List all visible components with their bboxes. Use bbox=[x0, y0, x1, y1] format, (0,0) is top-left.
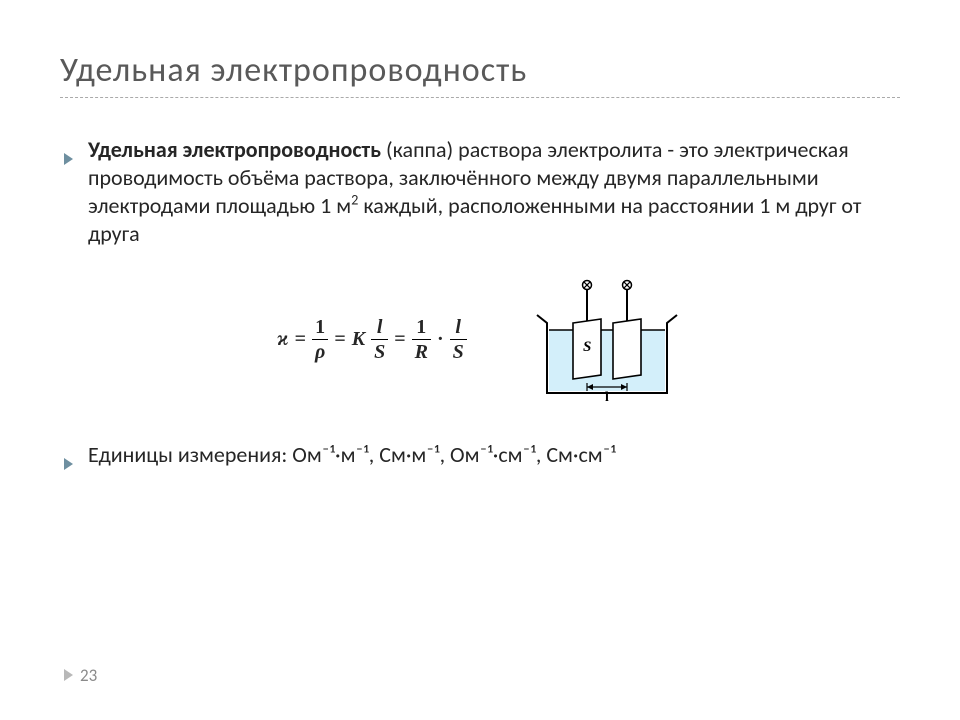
para1-lead: Удельная электропроводность bbox=[88, 136, 381, 163]
slide-body: Удельная электропроводность (каппа) раст… bbox=[60, 106, 900, 477]
formula-eq2: = bbox=[334, 327, 345, 353]
frac-den-R: R bbox=[412, 342, 431, 362]
formula-dot: · bbox=[437, 327, 444, 353]
bullet-1: Удельная электропроводность (каппа) раст… bbox=[64, 136, 900, 249]
diagram-label-l: l bbox=[605, 390, 609, 405]
bullet-marker-icon bbox=[64, 449, 74, 477]
formula-K: K bbox=[352, 327, 365, 353]
diagram-label-S: S bbox=[583, 339, 591, 355]
frac-num-l2: l bbox=[452, 317, 464, 337]
electrolytic-cell-diagram: S l bbox=[527, 275, 687, 405]
frac-1-over-rho: 1 ρ bbox=[312, 317, 328, 362]
page-number-value: 23 bbox=[80, 665, 97, 686]
bullet-1-text: Удельная электропроводность (каппа) раст… bbox=[88, 136, 900, 249]
page-number: 23 bbox=[64, 665, 97, 686]
formula-eq3: = bbox=[394, 327, 405, 353]
formula: ϰ = 1 ρ = K l S = 1 R bbox=[277, 317, 466, 362]
bullet-marker-icon bbox=[64, 144, 74, 172]
page-number-icon bbox=[64, 665, 74, 686]
formula-kappa: ϰ bbox=[277, 327, 288, 353]
bullet-2: Единицы измерения: Ом⁻¹·м⁻¹, См·м⁻¹, Ом⁻… bbox=[64, 441, 900, 477]
frac-l-over-S-2: l S bbox=[450, 317, 467, 362]
slide: Удельная электропроводность Удельная эле… bbox=[0, 0, 960, 720]
frac-den-S1: S bbox=[371, 342, 388, 362]
title-block: Удельная электропроводность bbox=[60, 50, 900, 98]
frac-num-1b: 1 bbox=[413, 317, 429, 337]
formula-eq1: = bbox=[295, 327, 306, 353]
frac-1-over-R: 1 R bbox=[412, 317, 431, 362]
frac-num-l1: l bbox=[374, 317, 386, 337]
figure-row: ϰ = 1 ρ = K l S = 1 R bbox=[64, 275, 900, 405]
frac-l-over-S-1: l S bbox=[371, 317, 388, 362]
bullet-2-text: Единицы измерения: Ом⁻¹·м⁻¹, См·м⁻¹, Ом⁻… bbox=[88, 441, 900, 469]
slide-title: Удельная электропроводность bbox=[60, 50, 900, 91]
frac-den-S2: S bbox=[450, 342, 467, 362]
title-rule bbox=[60, 97, 900, 98]
frac-den-rho: ρ bbox=[312, 342, 328, 362]
frac-num-1: 1 bbox=[312, 317, 328, 337]
